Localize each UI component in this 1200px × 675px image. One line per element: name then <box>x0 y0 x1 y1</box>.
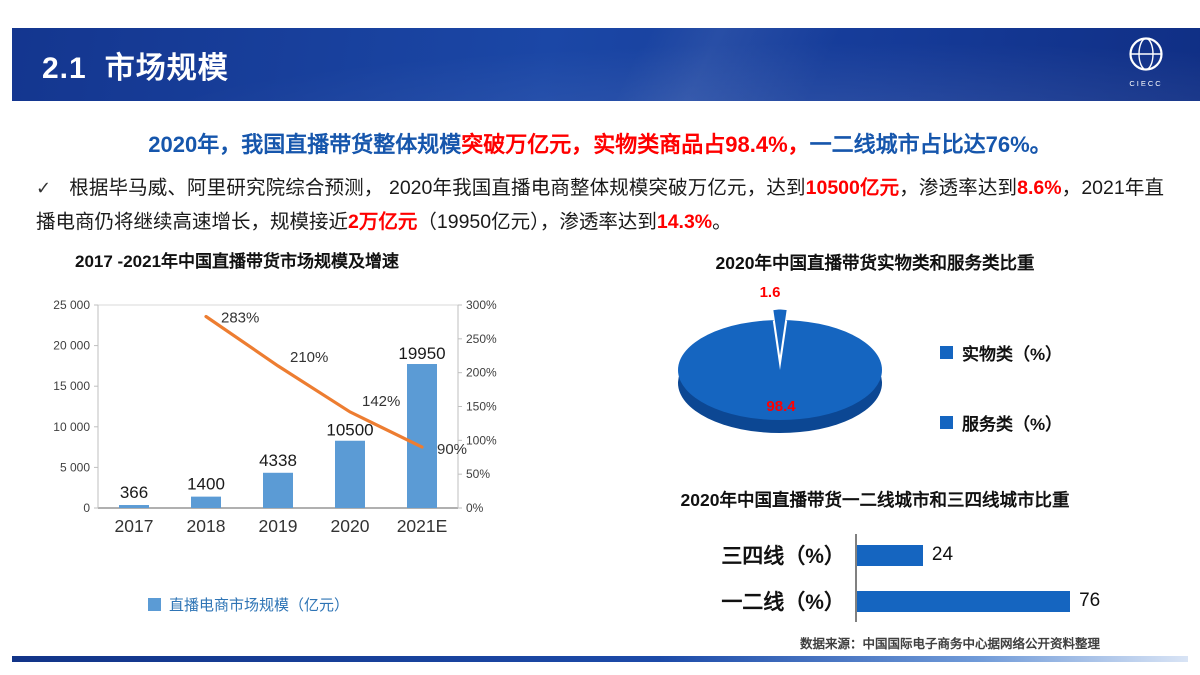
section-number: 2.1 <box>42 51 87 85</box>
right-tick-label: 0% <box>466 501 484 515</box>
right-tick-label: 100% <box>466 433 497 447</box>
body-text: 。 <box>712 211 732 233</box>
globe-icon <box>1129 37 1163 71</box>
line-value-label: 210% <box>290 349 328 366</box>
legend-label: 实物类（%） <box>962 345 1063 364</box>
section-title: 市场规模 <box>104 51 229 85</box>
bar-label-bg <box>323 420 377 441</box>
combo-chart: 25 000 20 000 15 000 10 000 5 000 0 300% 250% 20… <box>40 270 540 570</box>
headline-blue-1: 2020年，我国直播带货整体规模 <box>148 132 462 157</box>
body-text: 根据毕马威、阿里研究院综合预测， 2020年我国直播电商整体规模突破万亿元，达到 <box>69 177 806 199</box>
hbar-bar <box>855 590 1071 612</box>
legend-label: 服务类（%） <box>962 415 1063 434</box>
right-tick-label: 200% <box>466 366 497 380</box>
bottom-accent-bar <box>12 656 1188 662</box>
left-tick-label: 25 000 <box>53 298 90 312</box>
highlight-stat: 8.6% <box>1017 177 1062 199</box>
headline: 2020年，我国直播带货整体规模突破万亿元，实物类商品占98.4%，一二线城市占… <box>0 127 1200 159</box>
highlight-stat: 2万亿元 <box>348 211 418 233</box>
line-value-label: 90% <box>437 441 467 458</box>
bar <box>407 346 437 508</box>
pie-value-physical: 98.4 <box>766 398 796 415</box>
bar <box>119 505 149 508</box>
hbar-value-label: 24 <box>931 544 954 565</box>
pie-chart <box>678 308 882 433</box>
combo-chart-title: 2017 -2021年中国直播带货市场规模及增速 <box>75 252 400 271</box>
bar-value-label: 4338 <box>259 451 297 470</box>
highlight-stat: 10500亿元 <box>805 177 900 199</box>
body-paragraph: ✓ 根据毕马威、阿里研究院综合预测， 2020年我国直播电商整体规模突破万亿元，达… <box>36 171 1164 239</box>
hbar-bar <box>855 544 923 566</box>
x-tick-label: 2019 <box>259 516 298 536</box>
hbar-chart: 三四线（%） 24 一二线（%） 76 <box>640 532 1180 624</box>
x-tick-label: 2021E <box>397 516 448 536</box>
legend-label: 直播电商市场规模（亿元） <box>169 597 350 614</box>
logo-text: CIECC <box>1129 79 1163 88</box>
ciecc-logo: CIECC <box>1118 35 1174 88</box>
body-text: （19950亿元），渗透率达到 <box>417 211 657 233</box>
right-tick-label: 300% <box>466 298 497 312</box>
bar-label-bg <box>395 344 449 365</box>
hbar-axis-line <box>855 534 857 622</box>
left-tick-label: 20 000 <box>53 339 90 353</box>
line-value-label: 283% <box>221 310 259 327</box>
hbar-row: 一二线（%） 76 <box>640 578 1180 624</box>
bar-value-label: 1400 <box>187 475 225 494</box>
right-tick-label: 250% <box>466 332 497 346</box>
headline-blue-2: 一二线城市占比达76%。 <box>809 132 1052 157</box>
page-title: 2.1 市场规模 <box>42 43 229 87</box>
highlight-stat: 14.3% <box>656 211 713 233</box>
pie-legend-item-physical: 实物类（%） <box>940 340 1062 365</box>
hbar-category-label: 一二线（%） <box>721 591 845 614</box>
pie-legend-item-services: 服务类（%） <box>940 410 1062 435</box>
hbar-row: 三四线（%） 24 <box>640 532 1180 578</box>
right-tick-label: 50% <box>466 467 490 481</box>
bar <box>191 496 221 508</box>
pie-chart-title: 2020年中国直播带货实物类和服务类比重 <box>715 253 1035 273</box>
right-tick-label: 150% <box>466 400 497 414</box>
pie-slice-small <box>772 308 788 360</box>
legend-swatch <box>940 416 953 429</box>
combo-chart-svg: 25 000 20 000 15 000 10 000 5 000 0 300% 250% 20… <box>53 298 497 536</box>
data-source-note: 数据来源：中国国际电子商务中心据网络公开资料整理 <box>799 637 1100 651</box>
left-tick-label: 10 000 <box>53 420 90 434</box>
left-tick-label: 15 000 <box>53 379 90 393</box>
bar-value-label: 366 <box>120 483 148 502</box>
bar <box>263 472 293 508</box>
hbar-category-label: 三四线（%） <box>721 545 845 568</box>
growth-line <box>204 314 424 449</box>
bar-value-label: 19950 <box>398 344 445 363</box>
left-tick-label: 0 <box>83 501 90 515</box>
hbar-chart-title: 2020年中国直播带货一二线城市和三四线城市比重 <box>680 490 1070 510</box>
check-bullet-icon: ✓ <box>36 178 52 198</box>
paragraph-text: 根据毕马威、阿里研究院综合预测， 2020年我国直播电商整体规模突破万亿元，达到… <box>36 177 1164 233</box>
pie-value-services: 1.6 <box>759 284 781 301</box>
body-text: ，2021年直播电商仍将继续高速增长，规模接近 <box>36 177 1164 233</box>
x-tick-label: 2018 <box>187 516 226 536</box>
combo-chart-legend: 直播电商市场规模（亿元） <box>148 594 349 615</box>
bar-value-label: 10500 <box>326 421 373 440</box>
body-text: ，渗透率达到 <box>899 177 1018 199</box>
left-tick-label: 5 000 <box>60 460 90 474</box>
headline-red: 突破万亿元，实物类商品占98.4%， <box>461 132 810 157</box>
header-bar: 2.1 市场规模 CIECC <box>12 28 1200 101</box>
hbar-value-label: 76 <box>1079 590 1101 611</box>
x-tick-label: 2020 <box>331 516 370 536</box>
legend-swatch <box>148 598 161 611</box>
legend-swatch <box>940 346 953 359</box>
x-tick-label: 2017 <box>115 516 154 536</box>
line-value-label: 142% <box>362 393 400 410</box>
